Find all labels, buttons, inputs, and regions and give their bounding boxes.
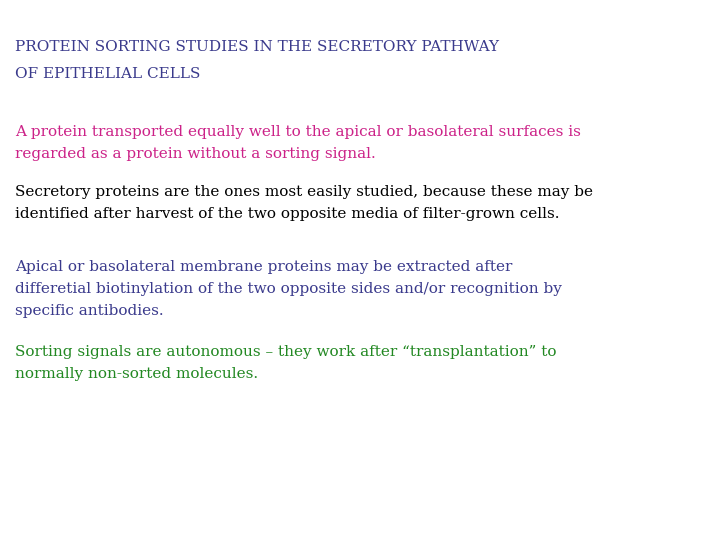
Text: Sorting signals are autonomous – they work after “transplantation” to: Sorting signals are autonomous – they wo… xyxy=(15,345,557,359)
Text: normally non-sorted molecules.: normally non-sorted molecules. xyxy=(15,367,258,381)
Text: identified after harvest of the two opposite media of filter-grown cells.: identified after harvest of the two oppo… xyxy=(15,207,559,221)
Text: OF EPITHELIAL CELLS: OF EPITHELIAL CELLS xyxy=(15,67,200,81)
Text: differetial biotinylation of the two opposite sides and/or recognition by: differetial biotinylation of the two opp… xyxy=(15,282,562,296)
Text: Apical or basolateral membrane proteins may be extracted after: Apical or basolateral membrane proteins … xyxy=(15,260,513,274)
Text: A protein transported equally well to the apical or basolateral surfaces is: A protein transported equally well to th… xyxy=(15,125,581,139)
Text: Secretory proteins are the ones most easily studied, because these may be: Secretory proteins are the ones most eas… xyxy=(15,185,593,199)
Text: PROTEIN SORTING STUDIES IN THE SECRETORY PATHWAY: PROTEIN SORTING STUDIES IN THE SECRETORY… xyxy=(15,40,499,54)
Text: specific antibodies.: specific antibodies. xyxy=(15,304,163,318)
Text: regarded as a protein without a sorting signal.: regarded as a protein without a sorting … xyxy=(15,147,376,161)
